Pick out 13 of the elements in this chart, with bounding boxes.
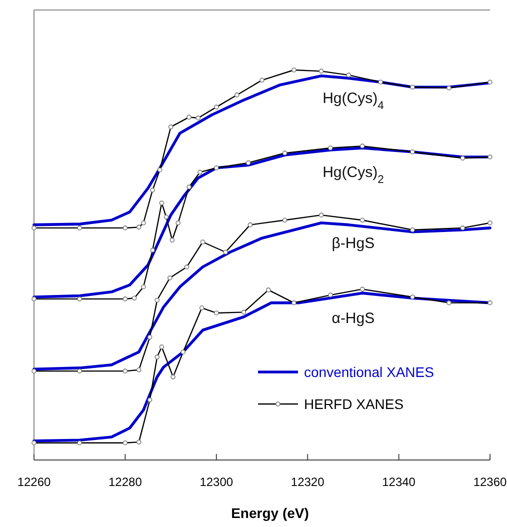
- x-tick-label: 12280: [108, 475, 142, 489]
- x-tick-label: 12360: [473, 475, 507, 489]
- annotation: Hg(Cys)$_{2}$: [322, 164, 384, 186]
- legend-label: HERFD XANES: [304, 396, 404, 412]
- x-tick-label: 12260: [17, 475, 52, 489]
- annotation: Hg(Cys)$_{4}$: [322, 90, 384, 112]
- annotation: α-HgS: [332, 310, 375, 327]
- x-tick-label: 12340: [382, 475, 416, 489]
- x-tick-label: 12300: [200, 475, 234, 489]
- legend-label: conventional XANES: [304, 364, 434, 380]
- annotation: β-HgS: [332, 234, 375, 252]
- x-axis-title: Energy (eV): [231, 505, 309, 521]
- x-tick-label: 12320: [290, 475, 325, 489]
